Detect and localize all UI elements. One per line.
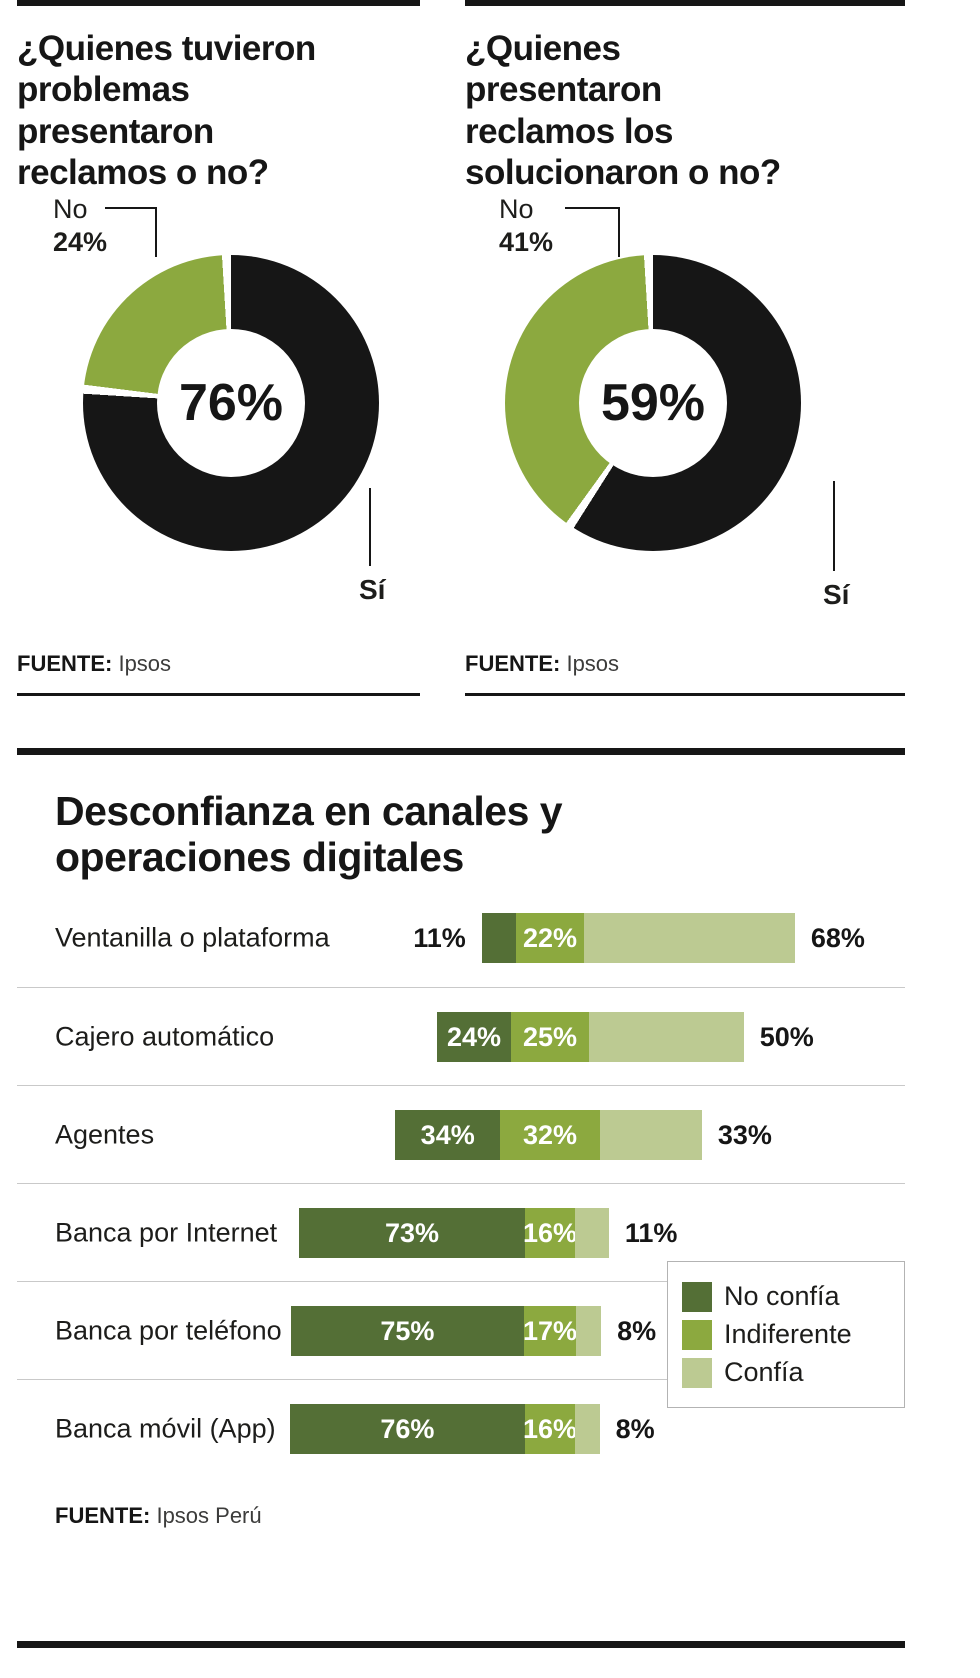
bar-segment-no-conf-a: 75%: [291, 1306, 524, 1356]
section-divider-rule: [17, 748, 905, 756]
bar-value-label: 68%: [810, 923, 865, 953]
stacked-bar-chart: No confía Indiferente Confía Ventanilla …: [17, 889, 905, 1477]
source-value: Ipsos Perú: [156, 1503, 262, 1528]
donut-card-soluciones: ¿Quienes presentaron reclamos los soluci…: [465, 0, 905, 697]
no-slice-callout: No 24%: [53, 193, 107, 258]
source-label: FUENTE:: [465, 651, 561, 677]
bar-segment-conf-a: [599, 1110, 702, 1160]
bar-chart-row: Banca por Internet 73% 16% 11%: [17, 1183, 905, 1281]
no-slice-callout: No 41%: [499, 193, 553, 258]
bar-chart-row: Ventanilla o plataforma 11% 22% 68%: [17, 889, 905, 987]
source-value: Ipsos: [118, 651, 172, 677]
bar-value-label: 11%: [624, 1218, 678, 1248]
si-callout-connector-line: [369, 488, 371, 567]
bar-chart-row: Banca por teléfono 75% 17% 8%: [17, 1281, 905, 1379]
bar-chart-row: Banca móvil (App) 76% 16% 8%: [17, 1379, 905, 1477]
bar-segment-indiferente: 22%: [515, 913, 585, 963]
bar-segment-indiferente: 25%: [511, 1012, 589, 1062]
bar-value-label: 11%: [413, 923, 466, 953]
legend-swatch-confia: [682, 1357, 712, 1388]
donut-chart-title: ¿Quienes tuvieron problemas presentaron …: [17, 29, 316, 192]
card-top-rule: [465, 0, 905, 6]
donut-chart-title: ¿Quienes presentaron reclamos los soluci…: [465, 29, 781, 192]
bar-chart-section: Desconfianza en canales y operaciones di…: [17, 755, 905, 1529]
bar-segment-indiferente: 16%: [523, 1404, 577, 1454]
bar-segment-conf-a: [576, 1306, 602, 1356]
source-label: FUENTE:: [55, 1503, 151, 1528]
donut-chart-area: No 41% 59% Sí: [465, 193, 905, 641]
legend-label: No confía: [724, 1281, 840, 1311]
bar-chart-row: Agentes 34% 32% 33%: [17, 1085, 905, 1183]
bar-segment-no-conf-a: [481, 913, 516, 963]
bar-segment-no-conf-a: 34%: [395, 1110, 501, 1160]
donut-card-reclamos: ¿Quienes tuvieron problemas presentaron …: [17, 0, 420, 697]
bar-row-label: Banca por teléfono: [55, 1315, 282, 1345]
bar-segment-conf-a: [574, 1208, 609, 1258]
bar-track: 24% 25% 50%: [17, 988, 905, 1085]
bar-segment-conf-a: [574, 1404, 600, 1454]
card-top-rule: [17, 0, 420, 6]
bar-chart-title: Desconfianza en canales y operaciones di…: [55, 788, 563, 881]
bar-segment-indiferente: 16%: [523, 1208, 577, 1258]
bar-value-label: 50%: [759, 1022, 814, 1052]
bar-segment-indiferente: 17%: [523, 1306, 577, 1356]
legend-item-no-confia: No confía: [682, 1281, 898, 1312]
no-slice-label: No: [499, 194, 534, 225]
legend-swatch-indiferente: [682, 1319, 712, 1350]
infographic-page: ¿Quienes tuvieron problemas presentaron …: [17, 0, 905, 1648]
no-callout-connector-line: [105, 207, 157, 258]
donut-chart-area: No 24% 76% Sí: [17, 193, 420, 641]
bar-value-label: 8%: [615, 1414, 655, 1444]
no-slice-label: No: [53, 194, 88, 225]
bar-segment-no-conf-a: 73%: [298, 1208, 526, 1258]
source-line: FUENTE: Ipsos Perú: [55, 1503, 905, 1529]
source-value: Ipsos: [566, 651, 620, 677]
source-line: FUENTE: Ipsos: [465, 651, 905, 677]
legend-label: Indiferente: [724, 1319, 852, 1349]
bar-segment-conf-a: [584, 913, 795, 963]
bar-segment-indiferente: 32%: [500, 1110, 600, 1160]
si-slice-label: Sí: [823, 579, 850, 611]
bar-chart-row: Cajero automático 24% 25% 50%: [17, 987, 905, 1085]
bar-row-label: Cajero automático: [55, 1021, 275, 1051]
source-label: FUENTE:: [17, 651, 113, 677]
donut-center-value: 76%: [157, 329, 305, 478]
legend-item-indiferente: Indiferente: [682, 1319, 898, 1350]
bar-value-label: 33%: [717, 1120, 772, 1150]
bar-row-label: Agentes: [55, 1119, 155, 1149]
donut-pie-chart: 59%: [505, 255, 801, 552]
bar-row-label: Banca por Internet: [55, 1217, 278, 1247]
no-slice-value: 24%: [53, 226, 108, 257]
bar-segment-conf-a: [588, 1012, 744, 1062]
legend-item-confia: Confía: [682, 1357, 898, 1388]
bar-track: 34% 32% 33%: [17, 1086, 905, 1183]
bar-value-label: 8%: [617, 1316, 657, 1346]
bar-track: 11% 22% 68%: [17, 889, 905, 987]
bar-segment-no-conf-a: 76%: [289, 1404, 526, 1454]
chart-legend: No confía Indiferente Confía: [667, 1261, 905, 1408]
donut-center-value: 59%: [579, 329, 727, 478]
bar-track: 73% 16% 11%: [17, 1184, 905, 1281]
bar-track: 75% 17% 8%: [17, 1282, 905, 1379]
bar-row-label: Banca móvil (App): [55, 1413, 276, 1443]
source-line: FUENTE: Ipsos: [17, 651, 420, 677]
legend-label: Confía: [724, 1357, 804, 1387]
bar-track: 76% 16% 8%: [17, 1380, 905, 1477]
bar-segment-no-conf-a: 24%: [436, 1012, 512, 1062]
donut-cards-row: ¿Quienes tuvieron problemas presentaron …: [17, 0, 905, 697]
bottom-rule: [17, 1641, 905, 1648]
no-callout-connector-line: [565, 207, 620, 258]
no-slice-value: 41%: [499, 226, 554, 257]
donut-pie-chart: 76%: [83, 255, 379, 552]
bar-row-label: Ventanilla o plataforma: [55, 922, 330, 953]
legend-swatch-no-confia: [682, 1281, 712, 1312]
si-callout-connector-line: [833, 481, 835, 572]
si-slice-label: Sí: [359, 574, 386, 606]
